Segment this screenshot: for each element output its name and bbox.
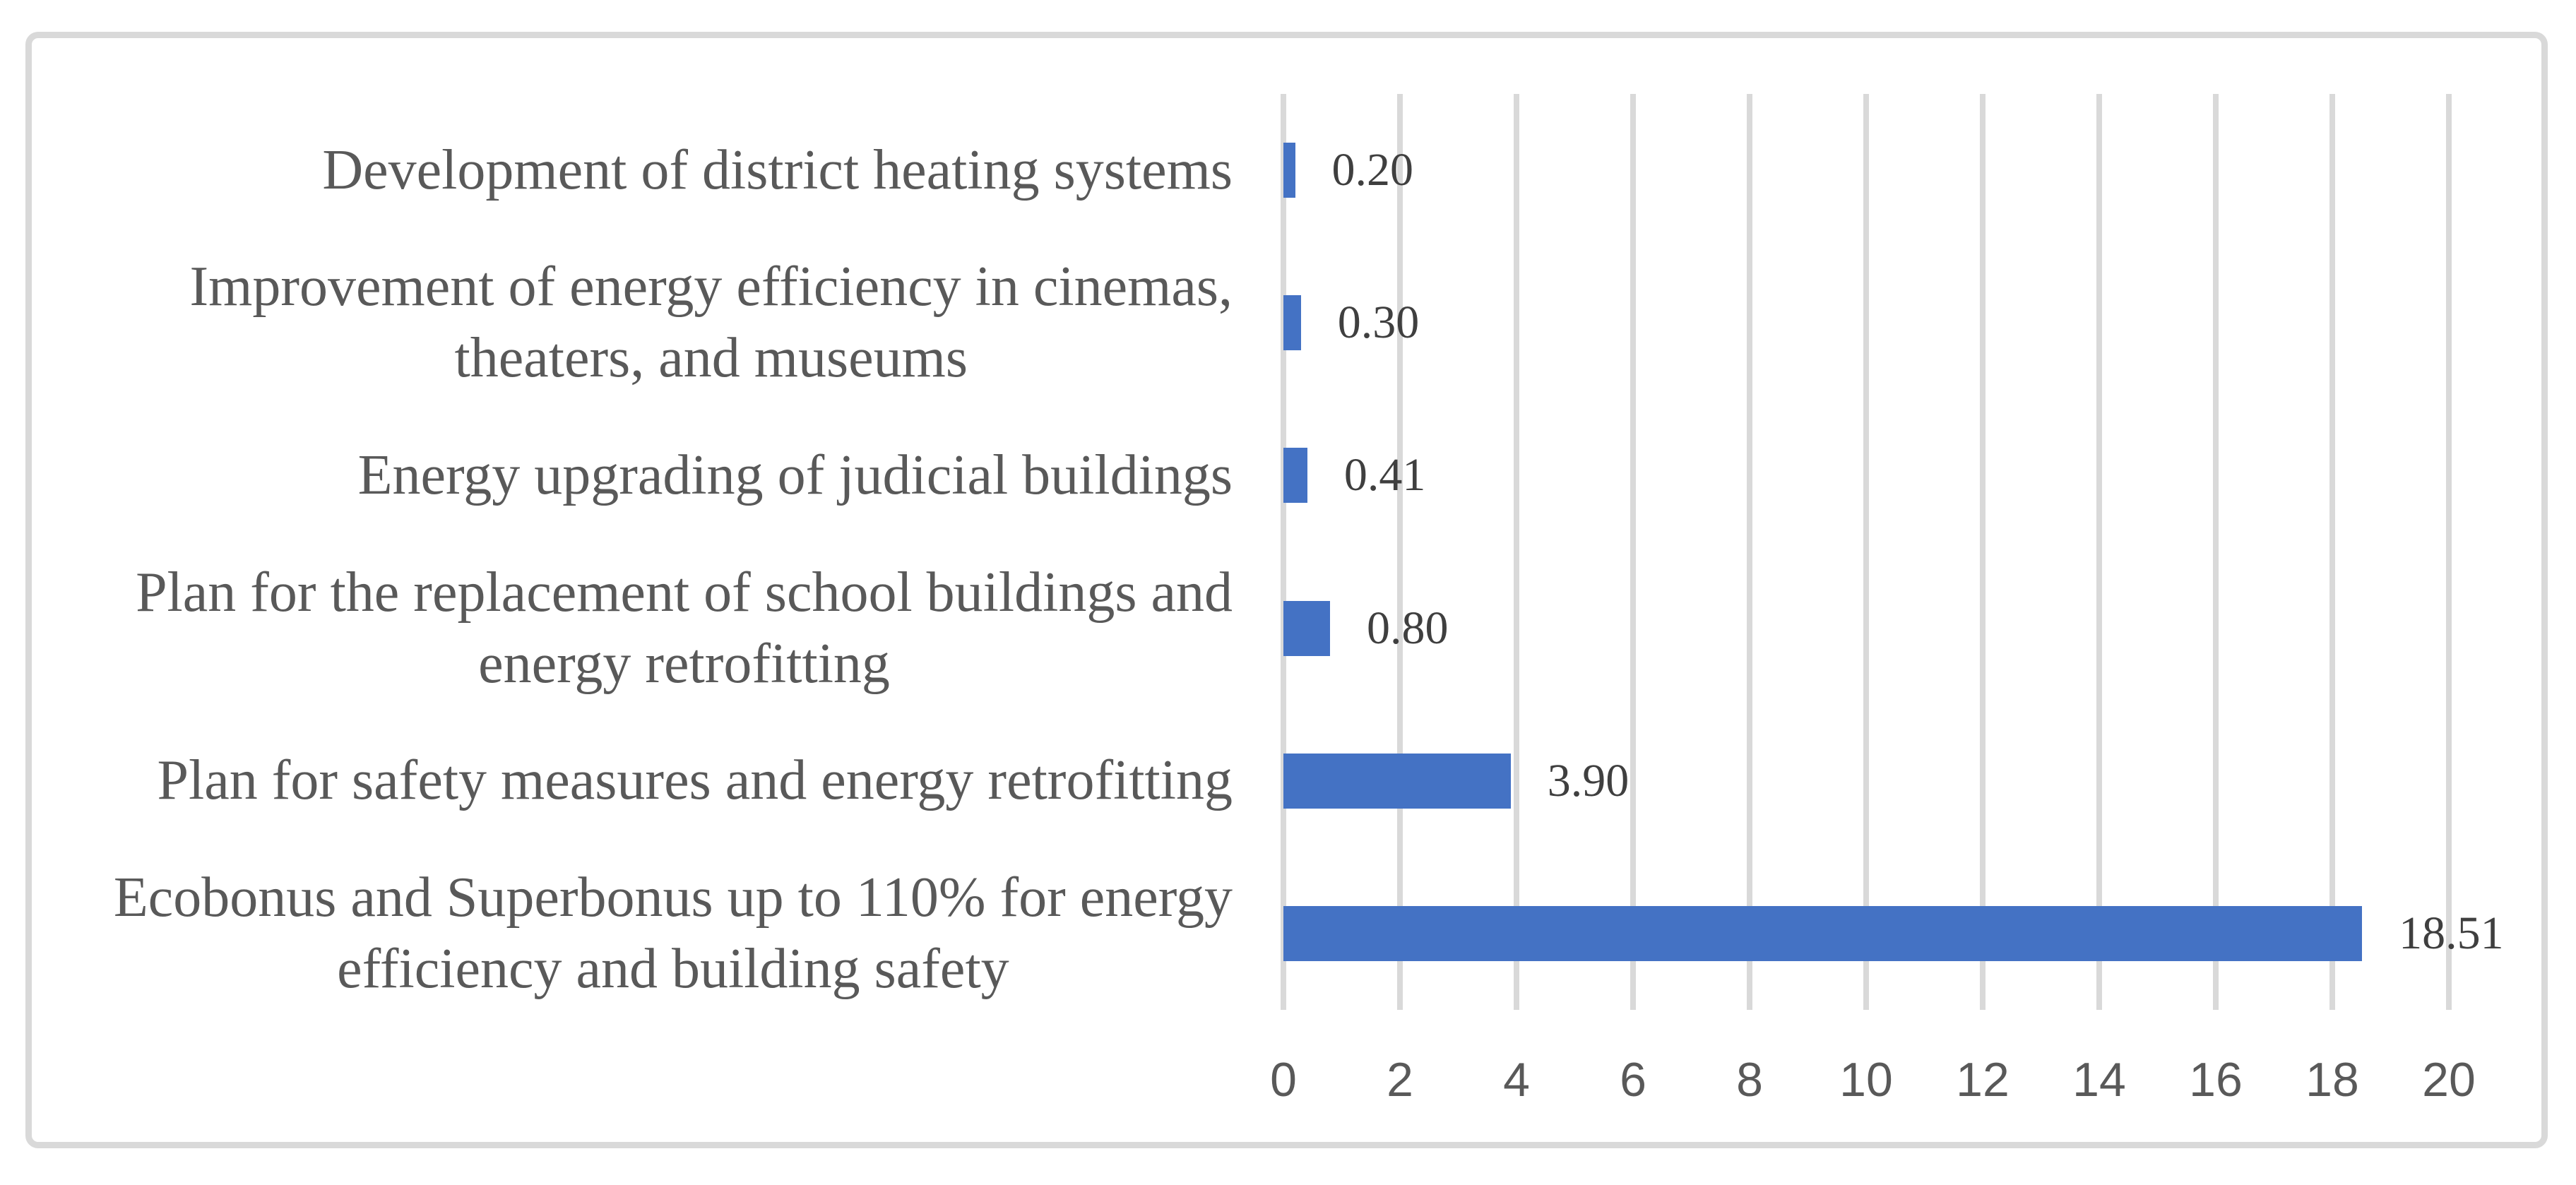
gridline: [2329, 94, 2335, 1010]
gridline: [1281, 94, 1286, 1010]
plot-area: [1283, 94, 2449, 1010]
gridline: [1747, 94, 1752, 1010]
gridline: [2213, 94, 2219, 1010]
gridline: [2446, 94, 2452, 1010]
category-label: Plan for the replacement of school build…: [136, 561, 1233, 695]
x-tick-label: 2: [1387, 1053, 1413, 1107]
bar: [1283, 600, 1330, 656]
gridline: [2096, 94, 2102, 1010]
value-label: 0.20: [1331, 144, 1414, 196]
bar: [1283, 905, 2363, 961]
x-tick-label: 8: [1736, 1053, 1763, 1107]
bar: [1283, 753, 1511, 809]
value-label: 0.30: [1337, 297, 1420, 349]
x-tick-label: 12: [1956, 1053, 2010, 1107]
category-label: Improvement of energy efficiency in cine…: [189, 256, 1233, 390]
value-label: 18.51: [2399, 907, 2504, 959]
x-tick-label: 6: [1620, 1053, 1646, 1107]
x-tick-label: 14: [2072, 1053, 2126, 1107]
category-label: Development of district heating systems: [322, 138, 1233, 201]
bar: [1283, 295, 1301, 351]
x-axis: 0 2 4 6 8 10 12 14 16 18 20: [0, 1052, 2576, 1107]
category-label: Ecobonus and Superbonus up to 110% for e…: [113, 866, 1233, 1000]
x-tick-label: 20: [2422, 1053, 2476, 1107]
value-label: 3.90: [1547, 754, 1630, 806]
x-tick-label: 0: [1270, 1053, 1297, 1107]
gridline: [1980, 94, 1986, 1010]
x-tick-label: 16: [2189, 1053, 2243, 1107]
category-label: Energy upgrading of judicial buildings: [357, 443, 1233, 506]
gridline: [1514, 94, 1519, 1010]
category-label: Plan for safety measures and energy retr…: [157, 749, 1233, 812]
x-tick-label: 4: [1503, 1053, 1530, 1107]
gridline: [1397, 94, 1403, 1010]
chart-border: [25, 32, 2548, 1148]
value-label: 0.41: [1343, 449, 1426, 501]
x-tick-label: 10: [1839, 1053, 1893, 1107]
gridline: [1863, 94, 1869, 1010]
bar: [1283, 143, 1295, 198]
bar: [1283, 448, 1307, 504]
value-label: 0.80: [1367, 602, 1449, 654]
x-tick-label: 18: [2305, 1053, 2359, 1107]
gridline: [1630, 94, 1636, 1010]
